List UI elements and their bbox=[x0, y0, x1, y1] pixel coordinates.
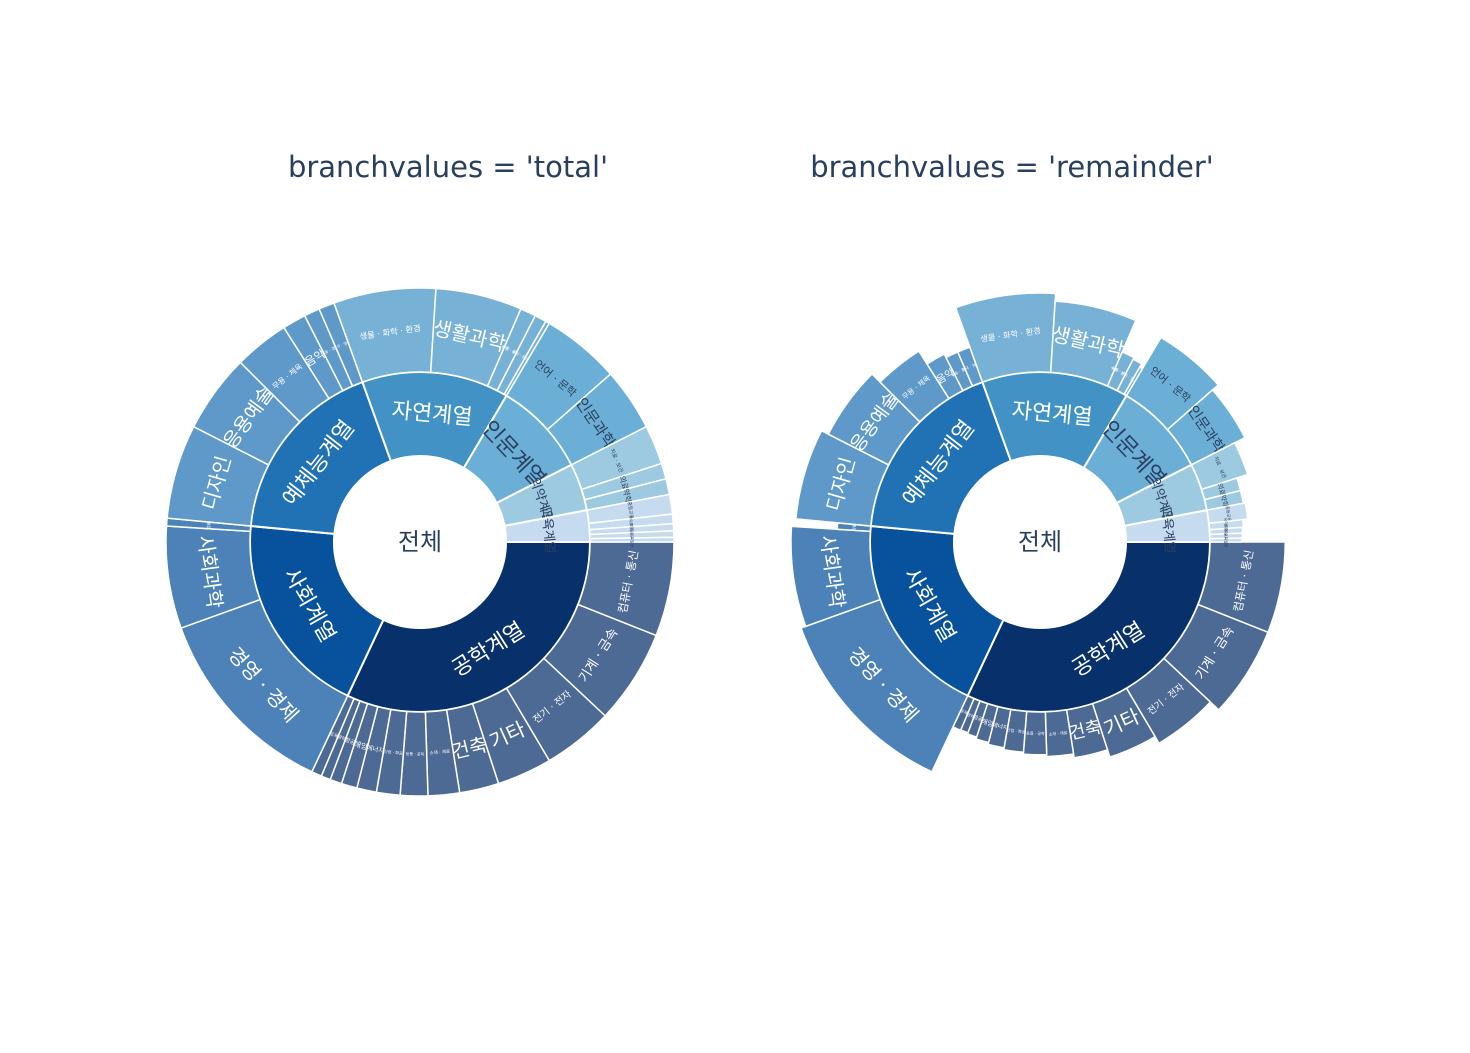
seg-공학계열-해양-label: 해양 bbox=[980, 716, 995, 728]
seg-교육계열-중등교육-label: 중등교육 bbox=[626, 501, 635, 520]
seg-교육계열-교육일반-wedge[interactable] bbox=[589, 536, 675, 543]
seg-공학계열-응용-공학-label: 응용 · 공학 bbox=[1026, 730, 1045, 736]
seg-교육계열-초등교육-label: 초등교육 bbox=[629, 522, 635, 537]
root-label: 전체 bbox=[398, 528, 442, 556]
seg-교육계열-초등교육-label: 초등교육 bbox=[1223, 524, 1229, 539]
seg-교육계열-교육일반-label: 교육일반 bbox=[629, 533, 635, 548]
seg-공학계열-산업-화공-label: 산업 · 화공 bbox=[384, 748, 403, 756]
seg-교육계열-교육일반-label: 교육일반 bbox=[1223, 533, 1229, 548]
seg-교육계열-중등교육-label: 중등교육 bbox=[1224, 505, 1232, 522]
seg-공학계열-에너지-label: 에너지 bbox=[992, 721, 1009, 732]
seg-의약계열-의료-label: 의료 bbox=[617, 475, 631, 491]
seg-공학계열-소재-재료-label: 소재 · 재료 bbox=[429, 748, 450, 757]
seg-공학계열-토목-label: 토목 bbox=[328, 731, 339, 740]
seg-교육계열-특수교육-label: 특수교육 bbox=[629, 528, 635, 543]
seg-공학계열-응용-공학-label: 응용 · 공학 bbox=[406, 750, 425, 756]
seg-사회계열-법률-label: 법률 bbox=[205, 521, 212, 529]
seg-사회계열-경영-경제-wedge[interactable] bbox=[800, 598, 969, 773]
seg-교육계열-특수교육-label: 특수교육 bbox=[1223, 529, 1229, 544]
seg-교육계열-교육일반-wedge[interactable] bbox=[1209, 537, 1243, 543]
seg-의약계열-약학-label: 약학 bbox=[1219, 494, 1231, 508]
seg-교육계열-유아교육-label: 유아교육 bbox=[628, 515, 635, 531]
seg-공학계열-산업-화공-label: 산업 · 화공 bbox=[1007, 726, 1026, 734]
chart-title-total: branchvalues = 'total' bbox=[288, 150, 608, 184]
seg-의약계열-의료-label: 의료 bbox=[1215, 482, 1227, 497]
seg-공학계열-항공-label: 항공 bbox=[344, 736, 357, 747]
seg-공학계열-해양-label: 해양 bbox=[353, 738, 369, 752]
seg-자연계열-기타-label: 기타 bbox=[522, 354, 532, 363]
root-label: 전체 bbox=[1018, 528, 1062, 556]
seg-교육계열-label: 교육계열 bbox=[1158, 505, 1177, 554]
seg-예체능계열-디자인-wedge[interactable] bbox=[795, 429, 890, 527]
seg-공학계열-기계-금속-wedge[interactable] bbox=[1162, 603, 1269, 711]
seg-의약계열-약학-label: 약학 bbox=[621, 488, 634, 504]
seg-공학계열-광학-label: 광학 bbox=[336, 733, 347, 743]
seg-공학계열-토목-label: 토목 bbox=[959, 708, 969, 717]
seg-자연계열-기타-label: 기타 bbox=[1129, 377, 1139, 386]
seg-공학계열-항공-label: 항공 bbox=[972, 714, 983, 724]
seg-공학계열-광학-label: 광학 bbox=[966, 711, 975, 719]
seg-교육계열-유아교육-label: 유아교육 bbox=[1223, 517, 1230, 533]
seg-교육계열-label: 교육계열 bbox=[538, 505, 557, 554]
seg-공학계열-소재-재료-label: 소재 · 재료 bbox=[1049, 729, 1068, 737]
chart-title-remainder: branchvalues = 'remainder' bbox=[810, 150, 1214, 184]
seg-사회계열-사회과학-wedge[interactable] bbox=[790, 525, 882, 628]
seg-공학계열-에너지-label: 에너지 bbox=[366, 743, 385, 756]
seg-사회계열-법률-label: 법률 bbox=[850, 523, 857, 531]
